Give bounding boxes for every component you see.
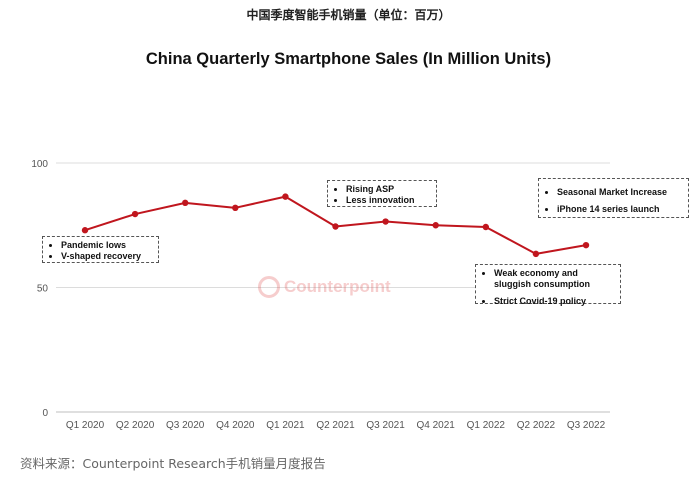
annotation-pandemic: Pandemic lows V-shaped recovery [42,236,159,263]
x-tick-label: Q4 2021 [417,420,456,431]
x-tick-label: Q1 2020 [66,420,105,431]
annotation-line: Less innovation [346,195,430,206]
counterpoint-watermark: Counterpoint [258,276,391,298]
source-note: 资料来源：Counterpoint Research手机销量月度报告 [20,456,326,471]
data-point [182,199,189,207]
x-tick-label: Q1 2021 [266,420,305,431]
x-tick-label: Q2 2021 [316,420,355,431]
x-tick-label: Q1 2022 [467,420,506,431]
x-axis-ticks: Q1 2020 Q2 2020 Q3 2020 Q4 2020 Q1 2021 Q2 20… [66,420,606,431]
y-axis-ticks: 0 50 100 [31,159,48,419]
y-tick-label: 50 [37,284,49,295]
x-tick-label: Q3 2021 [366,420,405,431]
data-point [332,223,339,230]
data-point [282,193,289,200]
y-tick-label: 0 [42,408,48,419]
chinese-title: 中国季度智能手机销量（单位：百万） [246,8,451,22]
x-tick-label: Q3 2020 [166,420,205,431]
series-points [81,193,590,258]
annotation-weak-economy: Weak economy and sluggish consumption St… [475,264,621,307]
x-tick-label: Q3 2022 [567,420,606,431]
annotation-line: Weak economy and sluggish consumption [494,268,614,290]
data-point [232,204,239,212]
annotation-line: V-shaped recovery [61,251,152,262]
annotation-line: Rising ASP [346,184,430,195]
annotation-line: Seasonal Market Increase [557,187,682,198]
annotation-line: Strict Covid-19 policy [494,296,614,307]
annotation-seasonal: Seasonal Market Increase iPhone 14 serie… [538,178,689,218]
data-point [131,210,139,218]
x-tick-label: Q4 2020 [216,420,255,431]
annotation-rising-asp: Rising ASP Less innovation [327,180,437,207]
y-tick-label: 100 [31,159,48,170]
data-point [382,218,389,225]
data-point [482,223,489,231]
x-tick-label: Q2 2020 [116,420,155,431]
x-tick-label: Q2 2022 [517,420,556,431]
counterpoint-logo-icon [258,276,280,298]
data-point [432,222,439,229]
annotation-line: Pandemic lows [61,240,152,251]
chart-title: China Quarterly Smartphone Sales (In Mil… [145,50,552,68]
data-point [532,250,540,258]
data-point [582,241,590,249]
data-point [81,227,89,234]
annotation-line: iPhone 14 series launch [557,204,682,215]
watermark-name: Counterpoint [284,277,391,296]
